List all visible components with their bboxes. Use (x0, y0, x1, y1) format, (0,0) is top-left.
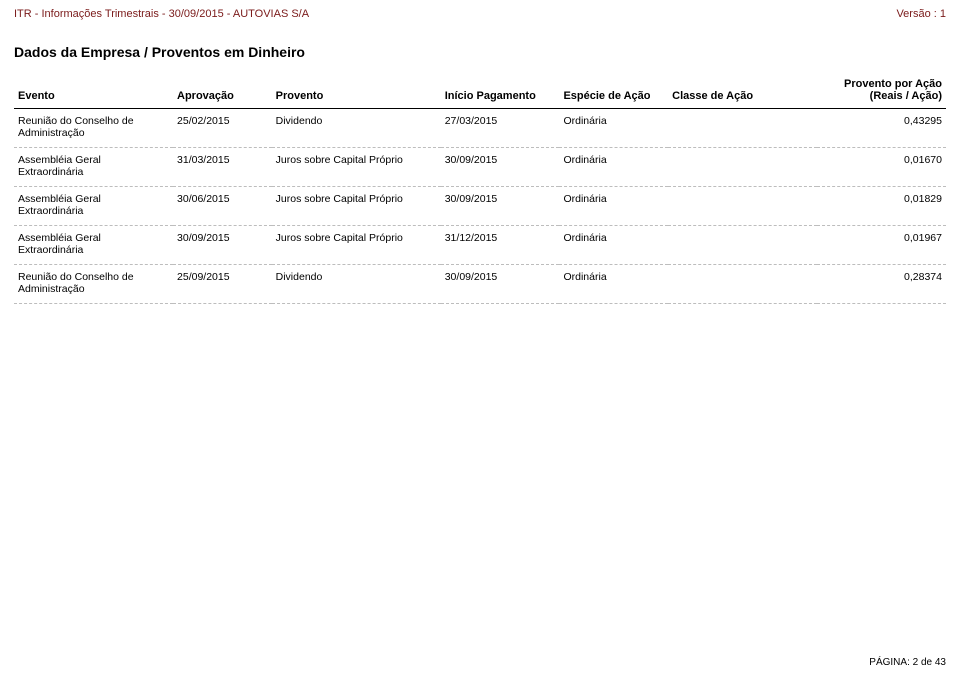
cell-aprovacao: 30/09/2015 (173, 226, 272, 265)
cell-valor: 0,01967 (817, 226, 946, 265)
cell-inicio: 30/09/2015 (441, 187, 560, 226)
cell-especie: Ordinária (559, 187, 668, 226)
col-header-classe: Classe de Ação (668, 72, 817, 109)
col-header-evento: Evento (14, 72, 173, 109)
cell-provento: Dividendo (272, 265, 441, 304)
table-row: Reunião do Conselho de Administração 25/… (14, 265, 946, 304)
cell-evento: Assembléia Geral Extraordinária (14, 226, 173, 265)
proventos-table: Evento Aprovação Provento Início Pagamen… (14, 72, 946, 304)
cell-inicio: 30/09/2015 (441, 265, 560, 304)
cell-evento: Assembléia Geral Extraordinária (14, 187, 173, 226)
cell-evento: Assembléia Geral Extraordinária (14, 148, 173, 187)
col-header-aprovacao: Aprovação (173, 72, 272, 109)
cell-provento: Juros sobre Capital Próprio (272, 226, 441, 265)
cell-provento: Juros sobre Capital Próprio (272, 148, 441, 187)
cell-classe (668, 109, 817, 148)
table-row: Assembléia Geral Extraordinária 30/09/20… (14, 226, 946, 265)
cell-valor: 0,01829 (817, 187, 946, 226)
cell-classe (668, 148, 817, 187)
cell-inicio: 27/03/2015 (441, 109, 560, 148)
cell-evento: Reunião do Conselho de Administração (14, 265, 173, 304)
header-left: ITR - Informações Trimestrais - 30/09/20… (14, 8, 309, 20)
table-row: Reunião do Conselho de Administração 25/… (14, 109, 946, 148)
col-header-especie: Espécie de Ação (559, 72, 668, 109)
cell-aprovacao: 25/09/2015 (173, 265, 272, 304)
cell-aprovacao: 30/06/2015 (173, 187, 272, 226)
cell-classe (668, 265, 817, 304)
cell-valor: 0,01670 (817, 148, 946, 187)
table-header-row: Evento Aprovação Provento Início Pagamen… (14, 72, 946, 109)
col-header-valor-line2: (Reais / Ação) (821, 90, 942, 102)
col-header-provento: Provento (272, 72, 441, 109)
cell-especie: Ordinária (559, 265, 668, 304)
cell-inicio: 30/09/2015 (441, 148, 560, 187)
table-row: Assembléia Geral Extraordinária 30/06/20… (14, 187, 946, 226)
cell-especie: Ordinária (559, 109, 668, 148)
cell-especie: Ordinária (559, 226, 668, 265)
col-header-valor-line1: Provento por Ação (821, 78, 942, 90)
cell-evento: Reunião do Conselho de Administração (14, 109, 173, 148)
section-title: Dados da Empresa / Proventos em Dinheiro (0, 24, 960, 72)
cell-classe (668, 187, 817, 226)
cell-classe (668, 226, 817, 265)
cell-valor: 0,43295 (817, 109, 946, 148)
cell-valor: 0,28374 (817, 265, 946, 304)
col-header-valor: Provento por Ação (Reais / Ação) (817, 72, 946, 109)
cell-provento: Juros sobre Capital Próprio (272, 187, 441, 226)
header-right: Versão : 1 (896, 8, 946, 20)
cell-aprovacao: 25/02/2015 (173, 109, 272, 148)
table-body: Reunião do Conselho de Administração 25/… (14, 109, 946, 304)
col-header-inicio: Início Pagamento (441, 72, 560, 109)
table-row: Assembléia Geral Extraordinária 31/03/20… (14, 148, 946, 187)
cell-aprovacao: 31/03/2015 (173, 148, 272, 187)
header-bar: ITR - Informações Trimestrais - 30/09/20… (0, 0, 960, 24)
page-footer: PÁGINA: 2 de 43 (869, 657, 946, 668)
cell-especie: Ordinária (559, 148, 668, 187)
cell-provento: Dividendo (272, 109, 441, 148)
cell-inicio: 31/12/2015 (441, 226, 560, 265)
